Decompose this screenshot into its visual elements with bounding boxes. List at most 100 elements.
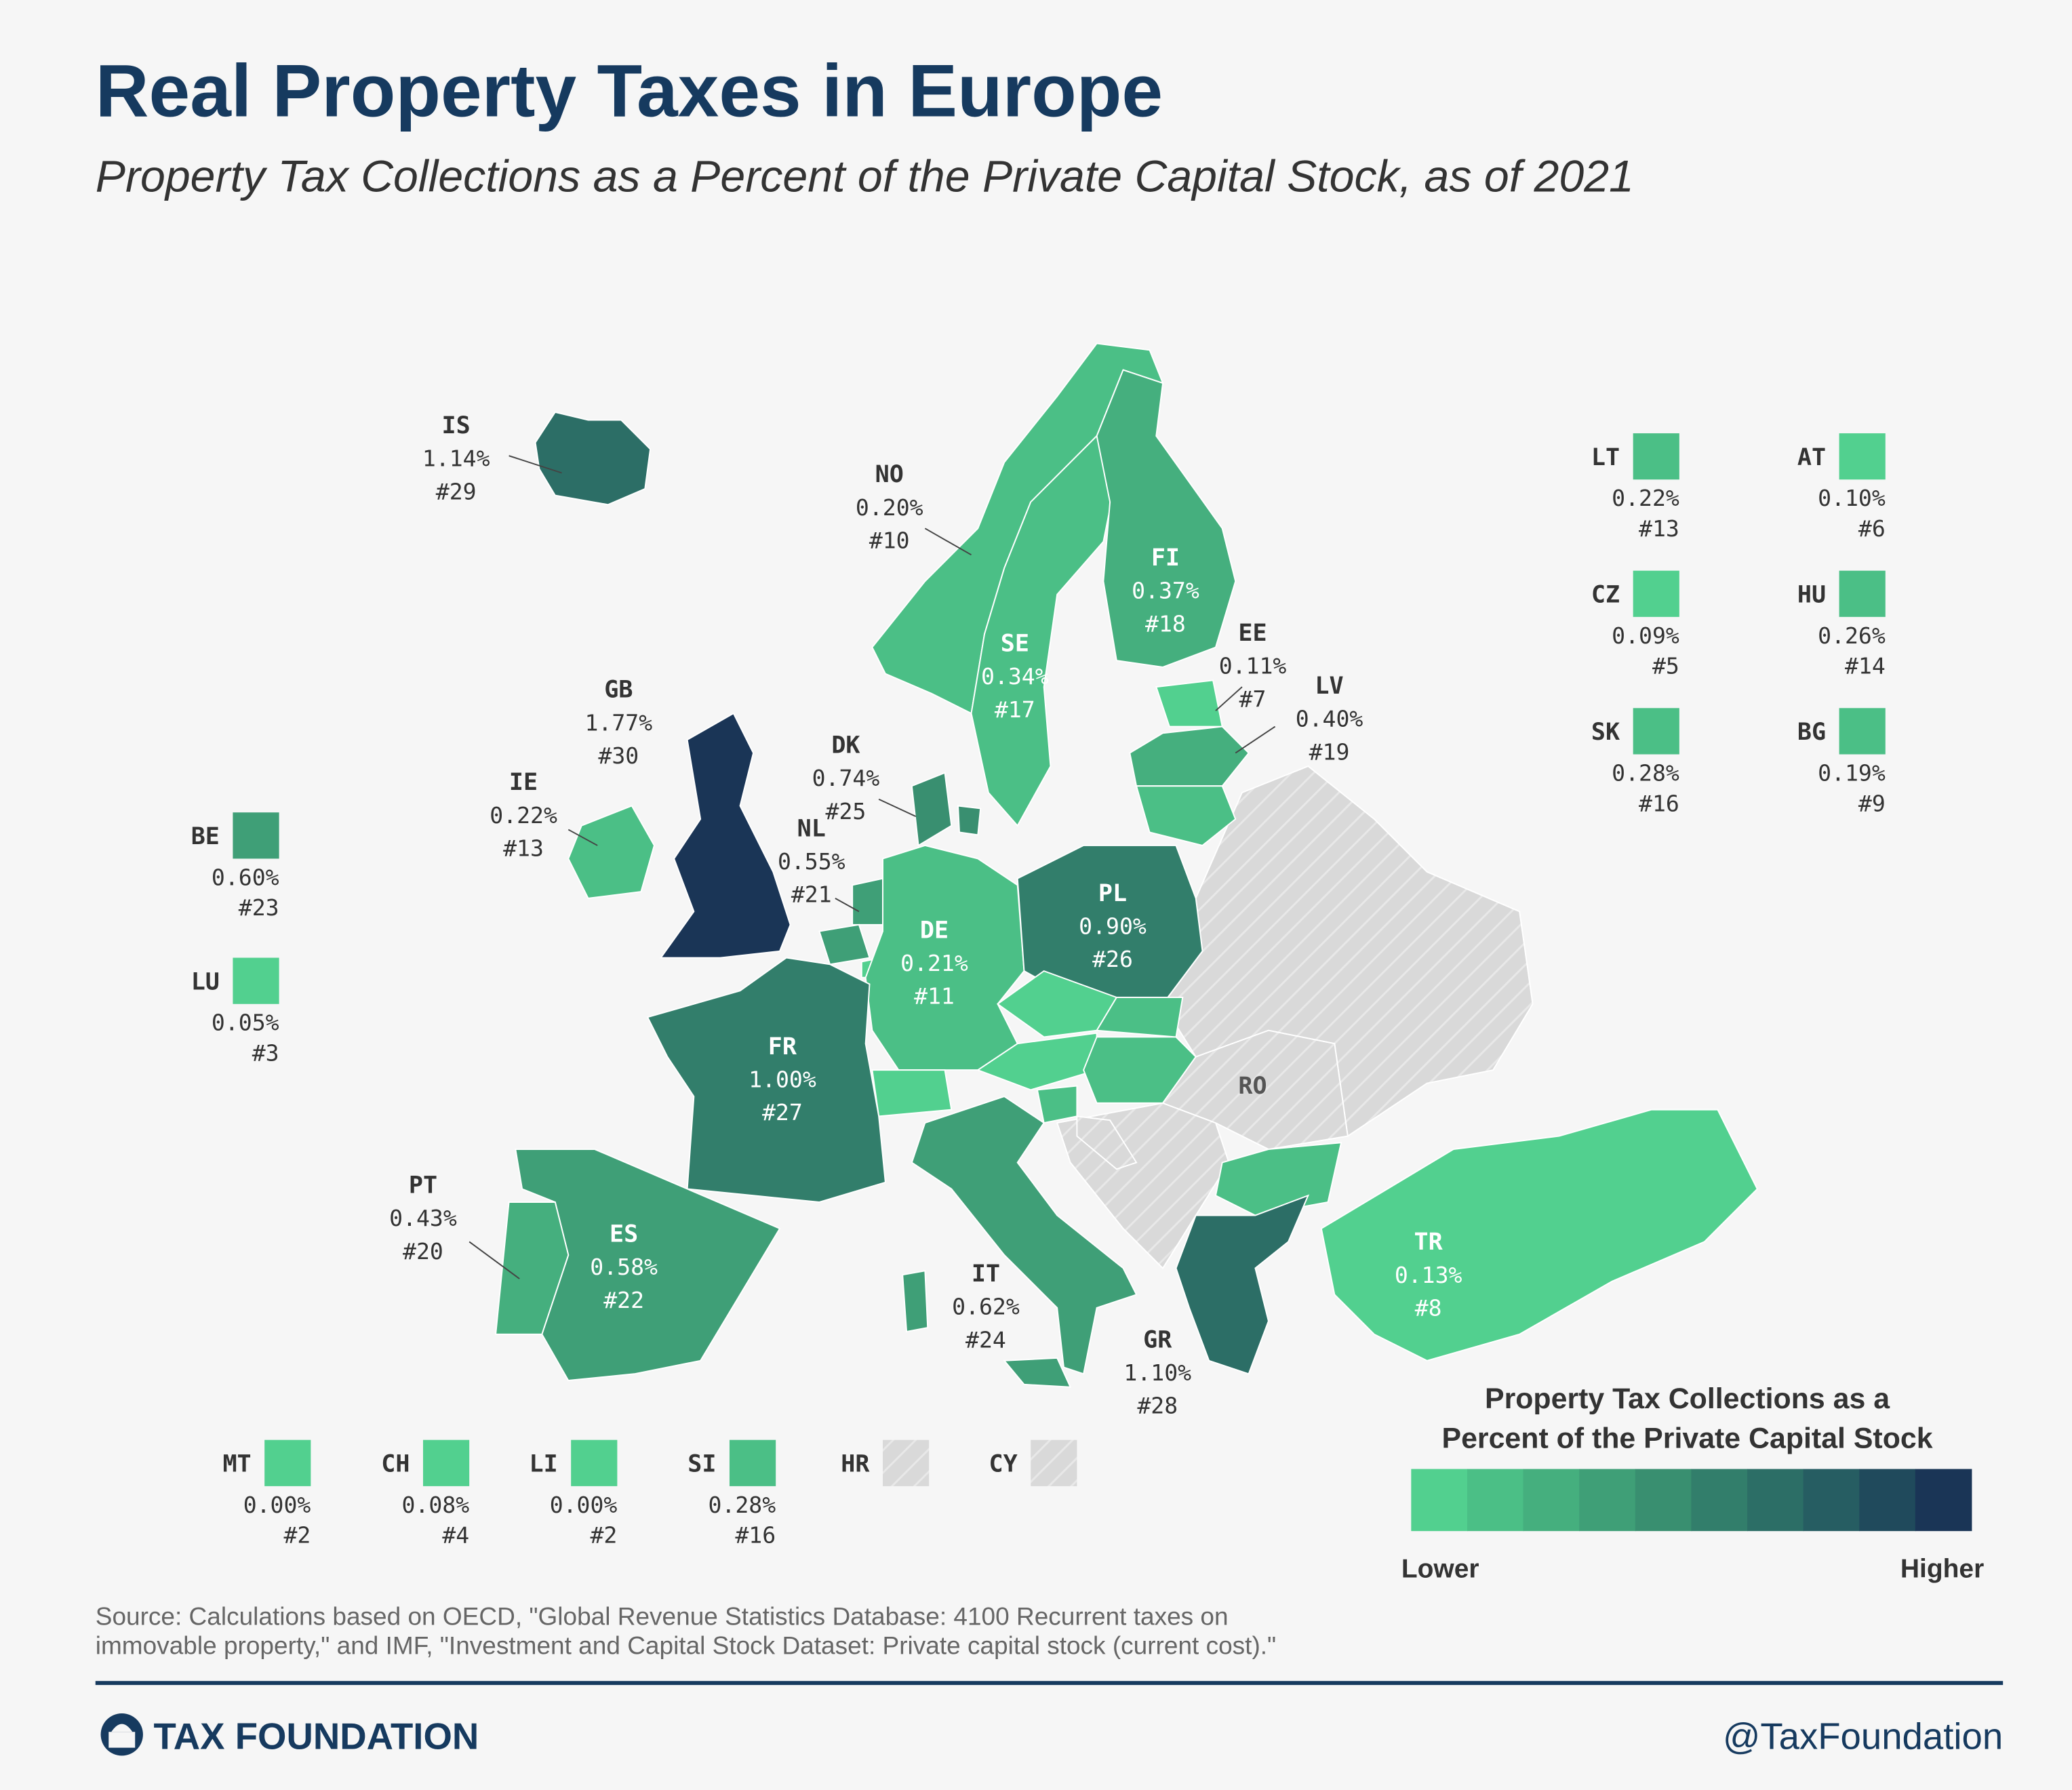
- leader-line: [509, 455, 562, 474]
- country-shape: [818, 923, 871, 966]
- country-box: [1839, 433, 1886, 480]
- rank-label: #22: [603, 1287, 644, 1313]
- country-shape: [1036, 1085, 1078, 1124]
- legend-swatch: [1635, 1469, 1692, 1532]
- value-label: 1.77%: [584, 709, 652, 736]
- rank-label: #23: [239, 894, 279, 921]
- value-label: 0.21%: [900, 950, 968, 976]
- value-label: 0.20%: [856, 494, 923, 521]
- value-label: 0.90%: [1079, 913, 1147, 939]
- value-label: 0.74%: [812, 765, 880, 791]
- rank-label: #19: [1309, 738, 1350, 765]
- country-box: [233, 957, 279, 1004]
- rank-label: #17: [995, 696, 1035, 723]
- rank-label: #13: [1639, 515, 1679, 542]
- country-shape: [970, 435, 1117, 827]
- rank-label: #2: [591, 1522, 618, 1549]
- value-label: 0.10%: [1818, 485, 1886, 511]
- country-code: LV: [1315, 672, 1343, 700]
- value-label: 1.00%: [749, 1066, 816, 1092]
- country-code: AT: [1797, 443, 1826, 471]
- rank-label: #18: [1145, 610, 1186, 637]
- rank-label: #25: [826, 798, 866, 824]
- leader-line: [878, 798, 917, 817]
- rank-label: #2: [283, 1522, 311, 1549]
- country-box: [1633, 708, 1679, 755]
- country-shape: [852, 877, 886, 926]
- country-code: NL: [797, 814, 826, 842]
- legend: Property Tax Collections as a Percent of …: [1401, 1383, 1984, 1583]
- map: [495, 342, 1758, 1388]
- rank-label: #16: [1639, 790, 1679, 816]
- country-code: HU: [1797, 580, 1826, 608]
- country-code: PL: [1098, 879, 1127, 907]
- legend-swatch: [1691, 1469, 1748, 1532]
- country-shape: [646, 957, 886, 1203]
- country-code: EE: [1238, 619, 1267, 647]
- value-label: 0.58%: [590, 1254, 658, 1280]
- rank-label: #3: [252, 1040, 279, 1067]
- legend-title: Property Tax Collections as a: [1485, 1383, 1890, 1415]
- legend-swatch: [1467, 1469, 1524, 1532]
- country-code: IS: [442, 412, 471, 439]
- rank-label: #21: [791, 881, 832, 908]
- value-label: 1.14%: [422, 445, 490, 472]
- rank-label: #6: [1858, 515, 1886, 542]
- country-shape: [534, 411, 652, 506]
- rank-label: #8: [1415, 1295, 1442, 1321]
- value-label: 0.13%: [1395, 1262, 1462, 1288]
- value-label: 0.43%: [389, 1205, 457, 1231]
- leader-line: [469, 1241, 520, 1279]
- country-shape: [871, 1069, 953, 1117]
- value-label: 0.00%: [550, 1492, 618, 1518]
- value-label: 0.22%: [490, 802, 557, 829]
- leader-line: [835, 898, 860, 913]
- legend-low: Lower: [1401, 1554, 1479, 1583]
- country-shape: [567, 805, 655, 899]
- country-shape: [1003, 1357, 1072, 1388]
- country-shape: [1320, 1109, 1758, 1361]
- legend-swatch: [1915, 1469, 1972, 1532]
- country-code: SI: [688, 1450, 716, 1477]
- country-box: [882, 1439, 930, 1486]
- country-code: CH: [381, 1450, 410, 1477]
- rank-label: #29: [436, 478, 477, 504]
- value-label: 0.26%: [1818, 622, 1886, 649]
- country-shape: [1135, 785, 1237, 846]
- leader-line: [1235, 725, 1276, 754]
- country-code: LT: [1591, 443, 1620, 471]
- rank-label: #14: [1845, 653, 1886, 679]
- leader-line: [567, 829, 598, 846]
- legend-swatch: [1579, 1469, 1636, 1532]
- legend-swatch: [1411, 1469, 1468, 1532]
- country-shape: [1095, 997, 1184, 1038]
- rank-label: #7: [1239, 685, 1267, 712]
- source-note: immovable property," and IMF, "Investmen…: [96, 1631, 1276, 1659]
- country-shape: [495, 1201, 570, 1335]
- country-shape: [911, 772, 953, 847]
- value-label: 0.00%: [243, 1492, 311, 1518]
- value-label: 0.08%: [401, 1492, 469, 1518]
- rank-label: #4: [442, 1522, 469, 1549]
- rank-label: #10: [869, 528, 910, 554]
- country-shape: [957, 805, 982, 836]
- rank-label: #30: [598, 742, 639, 769]
- value-label: 0.37%: [1132, 578, 1199, 604]
- country-box: [1633, 433, 1679, 480]
- source-note: Source: Calculations based on OECD, "Glo…: [96, 1602, 1229, 1630]
- country-code: MT: [222, 1450, 251, 1477]
- country-shape: [659, 712, 791, 959]
- logo: [100, 1713, 143, 1756]
- country-shape: [902, 1270, 929, 1333]
- country-box: [1031, 1439, 1077, 1486]
- value-label: 0.40%: [1296, 706, 1363, 732]
- legend-swatch: [1747, 1469, 1804, 1532]
- leader-line: [924, 528, 972, 556]
- legend-swatch: [1859, 1469, 1916, 1532]
- country-box: [1633, 570, 1679, 617]
- rank-label: #26: [1092, 946, 1133, 972]
- no-data-region: [1161, 765, 1534, 1138]
- rank-label: #27: [762, 1099, 803, 1126]
- country-box: [571, 1439, 618, 1486]
